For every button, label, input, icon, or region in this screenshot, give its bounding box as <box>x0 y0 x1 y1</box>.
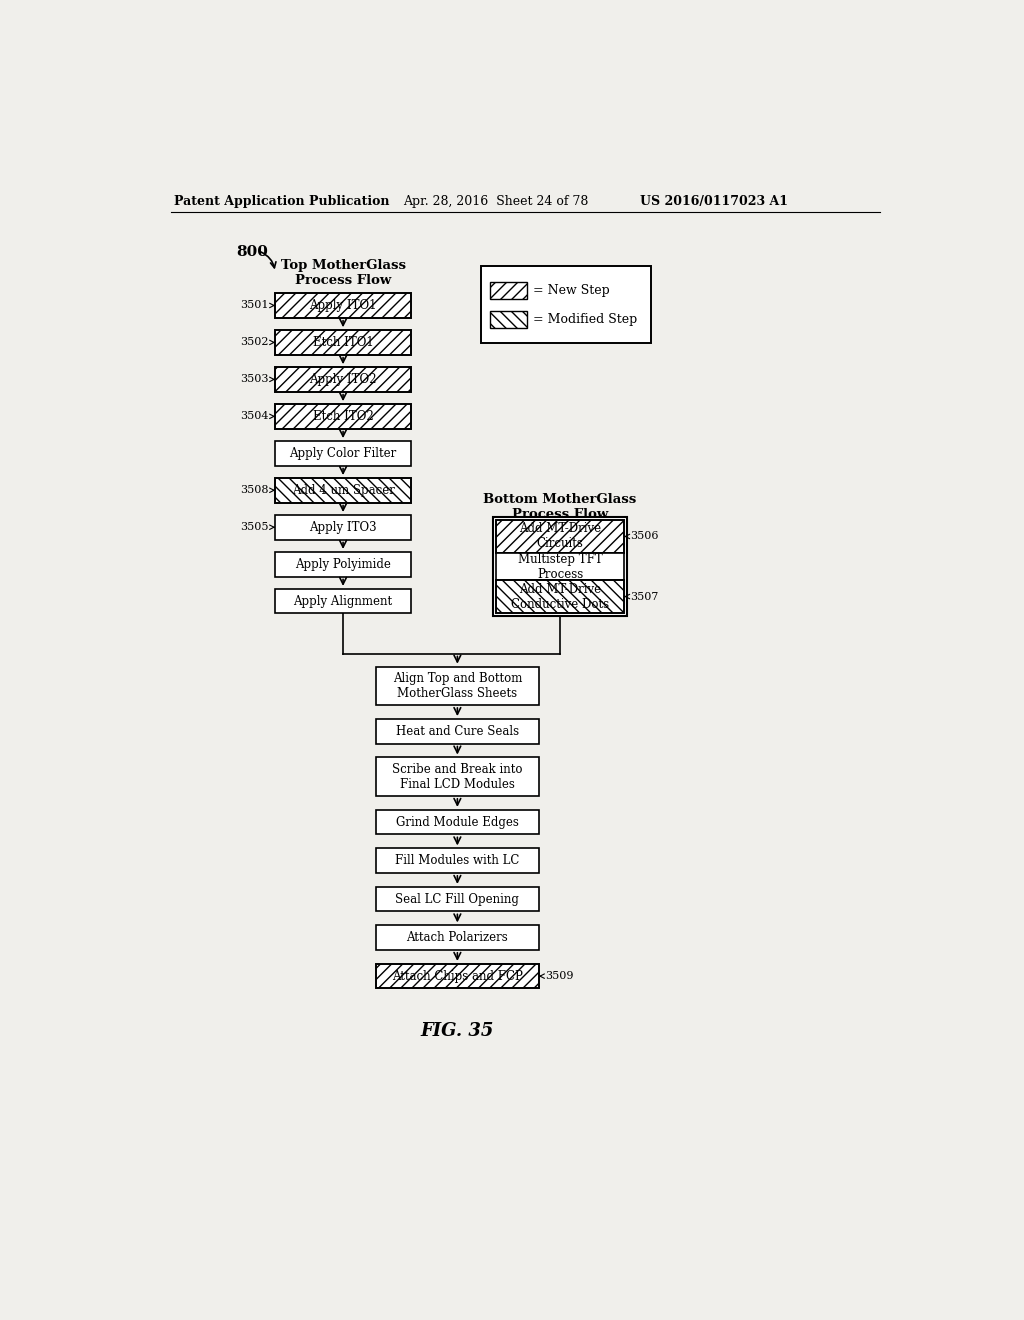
Text: Top MotherGlass
Process Flow: Top MotherGlass Process Flow <box>281 259 406 286</box>
Text: Patent Application Publication: Patent Application Publication <box>174 195 390 209</box>
Bar <box>496 581 624 612</box>
Text: 3509: 3509 <box>545 972 573 981</box>
Bar <box>493 517 627 615</box>
Bar <box>275 552 411 577</box>
Bar <box>489 312 527 327</box>
Text: US 2016/0117023 A1: US 2016/0117023 A1 <box>640 195 787 209</box>
Bar <box>275 441 411 466</box>
Bar <box>376 667 539 705</box>
Bar <box>275 293 411 318</box>
Bar <box>496 553 624 581</box>
Text: 3503: 3503 <box>241 375 269 384</box>
Bar <box>376 925 539 950</box>
Bar <box>376 887 539 911</box>
Text: Attach Chips and FCP: Attach Chips and FCP <box>392 970 523 982</box>
Bar <box>376 758 539 796</box>
Bar <box>376 964 539 989</box>
Text: Apply Alignment: Apply Alignment <box>294 594 392 607</box>
Text: Apply ITO2: Apply ITO2 <box>309 372 377 385</box>
Bar <box>275 478 411 503</box>
Text: 3508: 3508 <box>241 486 269 495</box>
Bar <box>376 810 539 834</box>
Text: 800: 800 <box>237 244 268 259</box>
Bar <box>275 330 411 355</box>
Bar <box>480 267 651 343</box>
Text: 3502: 3502 <box>241 338 269 347</box>
Text: = New Step: = New Step <box>534 284 610 297</box>
Text: Apply Polyimide: Apply Polyimide <box>295 557 391 570</box>
Bar <box>489 281 527 298</box>
Text: Attach Polarizers: Attach Polarizers <box>407 931 508 944</box>
Text: 3505: 3505 <box>241 523 269 532</box>
Text: Etch ITO1: Etch ITO1 <box>312 335 374 348</box>
Bar <box>496 520 624 553</box>
Text: Apr. 28, 2016  Sheet 24 of 78: Apr. 28, 2016 Sheet 24 of 78 <box>403 195 589 209</box>
Text: 3504: 3504 <box>241 412 269 421</box>
Text: Add MT-Drive
Circuits: Add MT-Drive Circuits <box>519 523 601 550</box>
Text: = Modified Step: = Modified Step <box>534 313 638 326</box>
Bar <box>376 849 539 873</box>
Text: Apply Color Filter: Apply Color Filter <box>290 446 396 459</box>
Text: 3507: 3507 <box>630 591 658 602</box>
Bar <box>275 404 411 429</box>
Text: Etch ITO2: Etch ITO2 <box>312 409 374 422</box>
Text: Heat and Cure Seals: Heat and Cure Seals <box>396 725 519 738</box>
Text: Multistep TFT
Process: Multistep TFT Process <box>518 553 602 581</box>
Bar <box>275 367 411 392</box>
Bar <box>275 515 411 540</box>
Text: Add 4 um Spacer: Add 4 um Spacer <box>292 483 394 496</box>
Bar <box>376 719 539 743</box>
Text: Align Top and Bottom
MotherGlass Sheets: Align Top and Bottom MotherGlass Sheets <box>392 672 522 700</box>
Text: Bottom MotherGlass
Process Flow: Bottom MotherGlass Process Flow <box>483 494 637 521</box>
Text: 3501: 3501 <box>241 301 269 310</box>
Text: Scribe and Break into
Final LCD Modules: Scribe and Break into Final LCD Modules <box>392 763 522 791</box>
Text: Apply ITO3: Apply ITO3 <box>309 520 377 533</box>
Text: Grind Module Edges: Grind Module Edges <box>396 816 519 829</box>
Text: Apply ITO1: Apply ITO1 <box>309 298 377 312</box>
Bar <box>275 589 411 614</box>
Text: 3506: 3506 <box>630 532 658 541</box>
Text: Seal LC Fill Opening: Seal LC Fill Opening <box>395 892 519 906</box>
Text: Fill Modules with LC: Fill Modules with LC <box>395 854 519 867</box>
Text: Add MT-Drive
Conductive Dots: Add MT-Drive Conductive Dots <box>511 582 609 611</box>
Text: FIG. 35: FIG. 35 <box>421 1022 494 1040</box>
